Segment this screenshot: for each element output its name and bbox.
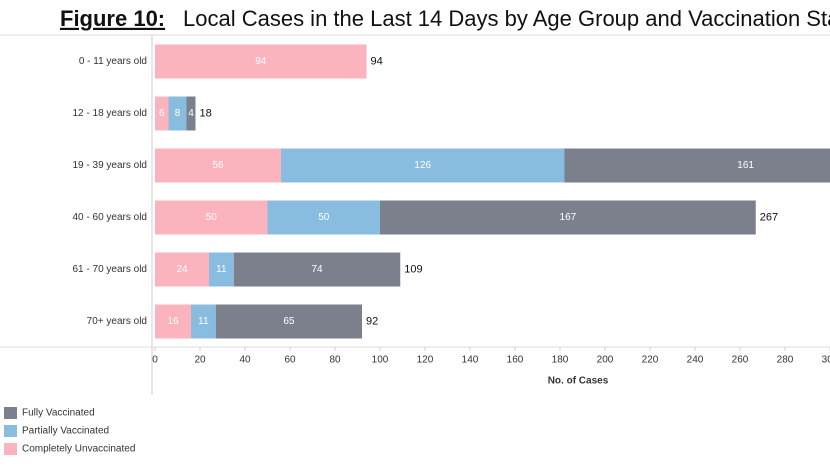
legend-label: Partially Vaccinated — [22, 426, 109, 437]
bar-segment — [564, 148, 830, 183]
segment-label: 11 — [198, 316, 209, 327]
x-tick-label: 240 — [687, 355, 704, 366]
x-tick-label: 160 — [507, 355, 524, 366]
legend-label: Completely Unvaccinated — [22, 444, 135, 455]
bar-segment — [155, 304, 191, 339]
bar-segment — [168, 96, 187, 131]
bar-segment — [155, 44, 367, 79]
x-tick-label: 280 — [777, 355, 794, 366]
y-tick-label: 12 - 18 years old — [73, 108, 148, 119]
total-label: 92 — [366, 315, 378, 327]
segment-label: 4 — [188, 108, 194, 119]
x-tick-label: 80 — [329, 355, 341, 366]
y-tick-label: 19 - 39 years old — [73, 160, 148, 171]
segment-label: 8 — [175, 108, 181, 119]
segment-label: 24 — [176, 264, 188, 275]
y-tick-label: 40 - 60 years old — [73, 212, 148, 223]
bar-segment — [155, 148, 281, 183]
chart-title-label: Figure 10: — [60, 6, 165, 31]
bar-segment — [155, 252, 209, 287]
x-tick-label: 200 — [597, 355, 614, 366]
x-tick-label: 60 — [284, 355, 296, 366]
legend-swatch — [4, 407, 17, 419]
bar-segment — [155, 200, 268, 235]
bar-segment — [267, 200, 380, 235]
segment-label: 167 — [560, 212, 577, 223]
bar-segment — [186, 96, 196, 131]
y-tick-label: 0 - 11 years old — [79, 56, 147, 67]
bar-segment — [281, 148, 565, 183]
x-tick-label: 100 — [372, 355, 389, 366]
segment-label: 94 — [255, 56, 267, 67]
segment-label: 56 — [212, 160, 224, 171]
x-tick-label: 300 — [822, 355, 830, 366]
total-label: 18 — [200, 107, 212, 119]
x-tick-label: 40 — [239, 355, 251, 366]
y-tick-label: 70+ years old — [87, 316, 147, 327]
bar-segment — [155, 96, 169, 131]
segment-label: 50 — [206, 212, 218, 223]
bar-segment — [215, 304, 362, 339]
total-label: 267 — [760, 211, 778, 223]
legend-label: Fully Vaccinated — [22, 408, 95, 419]
y-tick-label: 61 - 70 years old — [73, 264, 148, 275]
x-tick-label: 120 — [417, 355, 434, 366]
x-tick-label: 220 — [642, 355, 659, 366]
chart-title: Local Cases in the Last 14 Days by Age G… — [183, 6, 830, 31]
segment-label: 11 — [216, 264, 227, 275]
legend-swatch — [4, 443, 17, 455]
segment-label: 65 — [283, 316, 295, 327]
segment-label: 126 — [414, 160, 431, 171]
bar-segment — [233, 252, 401, 287]
x-axis-title: No. of Cases — [548, 376, 609, 387]
total-label: 94 — [371, 55, 383, 67]
segment-label: 6 — [159, 108, 165, 119]
x-tick-label: 20 — [194, 355, 206, 366]
segment-label: 161 — [737, 160, 754, 171]
x-tick-label: 260 — [732, 355, 749, 366]
bar-segment — [380, 200, 756, 235]
x-tick-label: 0 — [152, 355, 158, 366]
segment-label: 16 — [167, 316, 179, 327]
segment-label: 74 — [311, 264, 323, 275]
segment-label: 50 — [318, 212, 330, 223]
legend-swatch — [4, 425, 17, 437]
x-tick-label: 180 — [552, 355, 569, 366]
x-tick-label: 140 — [462, 355, 479, 366]
bar-segment — [209, 252, 234, 287]
bar-segment — [191, 304, 216, 339]
total-label: 109 — [404, 263, 422, 275]
